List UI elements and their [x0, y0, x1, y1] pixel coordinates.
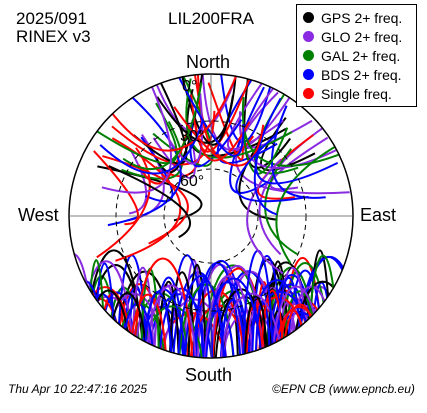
ground-track-north [108, 165, 191, 239]
legend-label-gal: GAL 2+ freq. [321, 47, 401, 64]
ground-track-north [140, 136, 174, 203]
ground-track-south [341, 300, 353, 358]
elevation-label-30: 30° [180, 128, 204, 145]
ground-track-north [246, 158, 284, 275]
ground-track-south [69, 289, 96, 358]
ground-track-north [99, 74, 243, 152]
legend-label-single: Single freq. [321, 85, 392, 102]
elevation-label-60: 60° [180, 173, 204, 190]
format-label: RINEX v3 [16, 27, 91, 46]
ground-track-north [99, 119, 204, 175]
legend: GPS 2+ freq. GLO 2+ freq. GAL 2+ freq. B… [296, 4, 417, 107]
legend-label-gps: GPS 2+ freq. [321, 9, 403, 26]
west-label: West [18, 205, 59, 225]
ground-track-north [241, 96, 345, 167]
ground-track-south [312, 312, 353, 358]
ground-track-south [69, 307, 70, 358]
ground-track-north [235, 133, 309, 203]
ground-track-south [341, 294, 353, 358]
ground-track-south [69, 288, 98, 358]
elevation-labels: 0° 30° 60° [180, 78, 204, 190]
ground-track-north [93, 150, 139, 226]
ground-track-north [254, 97, 339, 185]
ground-track-north [122, 82, 203, 170]
legend-item-bds: BDS 2+ freq. [303, 65, 402, 84]
station-title: LIL200FRA [168, 9, 254, 28]
south-label: South [185, 365, 233, 385]
east-label: East [360, 205, 397, 225]
ground-track-south [176, 275, 226, 358]
legend-label-bds: BDS 2+ freq. [321, 66, 402, 83]
north-label: North [186, 52, 231, 72]
ground-track-south [69, 288, 73, 358]
elevation-grid [68, 73, 354, 359]
ground-track-south [69, 293, 108, 358]
ground-track-north [121, 121, 184, 180]
ground-track-north [160, 74, 245, 157]
legend-marker-gal [303, 50, 314, 61]
ground-track-south [69, 249, 72, 358]
ground-track-south [131, 257, 194, 358]
ground-track-south [204, 277, 263, 358]
ground-track-north [146, 74, 240, 134]
ground-track-south [329, 305, 353, 358]
ground-track-south [69, 295, 89, 358]
ground-track-north [201, 74, 292, 152]
ground-track-north [132, 74, 188, 165]
ground-track-north [275, 145, 337, 264]
legend-item-gps: GPS 2+ freq. [303, 8, 402, 27]
ground-track-south [243, 295, 269, 358]
ground-track-south [219, 292, 284, 358]
ground-track-north [111, 110, 216, 166]
legend-label-glo: GLO 2+ freq. [321, 28, 403, 45]
credit: ©EPN CB (www.epncb.eu) [272, 382, 415, 396]
ground-track-south [69, 257, 81, 358]
ground-track-south [69, 279, 79, 358]
ground-track-south [313, 301, 342, 358]
legend-item-glo: GLO 2+ freq. [303, 27, 402, 46]
legend-marker-single [303, 88, 314, 99]
ground-track-north [102, 155, 189, 245]
ground-track-south [296, 256, 353, 358]
ground-track-north [96, 147, 151, 259]
ground-track-north [264, 148, 298, 256]
ground-track-north [173, 106, 265, 167]
ground-track-south [301, 307, 353, 358]
ground-track-south [144, 284, 198, 358]
elevation-label-0: 0° [182, 78, 197, 95]
ground-track-south [314, 301, 353, 358]
timestamp: Thu Apr 10 22:47:16 2025 [8, 382, 147, 396]
ground-track-north [129, 150, 148, 215]
ground-track-north [253, 134, 278, 216]
ground-track-south [311, 306, 353, 358]
ground-track-south [203, 275, 255, 358]
ground-track-south [143, 291, 173, 358]
date-label: 2025/091 [16, 9, 87, 28]
ground-track-north [271, 105, 326, 199]
ground-track-south [330, 300, 353, 358]
legend-item-gal: GAL 2+ freq. [303, 46, 400, 65]
legend-marker-gps [303, 12, 314, 23]
legend-marker-bds [303, 69, 314, 80]
ground-track-south [69, 302, 78, 358]
legend-item-single: Single freq. [303, 84, 392, 103]
ground-track-south [71, 312, 99, 358]
ground-track-south [320, 310, 340, 358]
ground-track-north [229, 86, 267, 194]
ground-track-south [348, 277, 353, 358]
ground-track-north [155, 74, 208, 173]
legend-marker-glo [303, 31, 314, 42]
ground-track-south [347, 279, 353, 358]
ground-track-south [323, 309, 353, 358]
